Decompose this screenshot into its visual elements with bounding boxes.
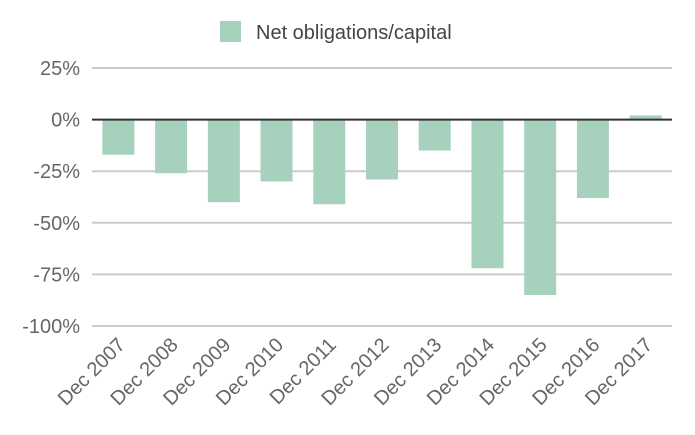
bar (576, 119, 609, 199)
legend-label: Net obligations/capital (256, 22, 452, 44)
y-tick-label: -100% (22, 316, 80, 338)
y-axis-ticks: 25% 0% -25% -50% -75% -100% (22, 58, 80, 338)
bar (418, 119, 451, 151)
bars (102, 115, 662, 296)
bar (207, 119, 240, 203)
y-tick-label: -25% (33, 161, 80, 183)
bar (471, 119, 504, 269)
bar (260, 119, 293, 182)
bar (366, 119, 398, 180)
bar (524, 119, 557, 296)
bar (629, 115, 662, 120)
y-tick-label: 0% (51, 110, 80, 132)
y-tick-label: -75% (33, 264, 80, 286)
gridlines (92, 67, 672, 327)
bar (102, 119, 135, 155)
bar (155, 119, 188, 174)
legend: Net obligations/capital (220, 21, 452, 44)
bar (313, 119, 346, 205)
legend-swatch (220, 21, 241, 42)
y-tick-label: 25% (40, 58, 80, 80)
y-tick-label: -50% (33, 213, 80, 235)
